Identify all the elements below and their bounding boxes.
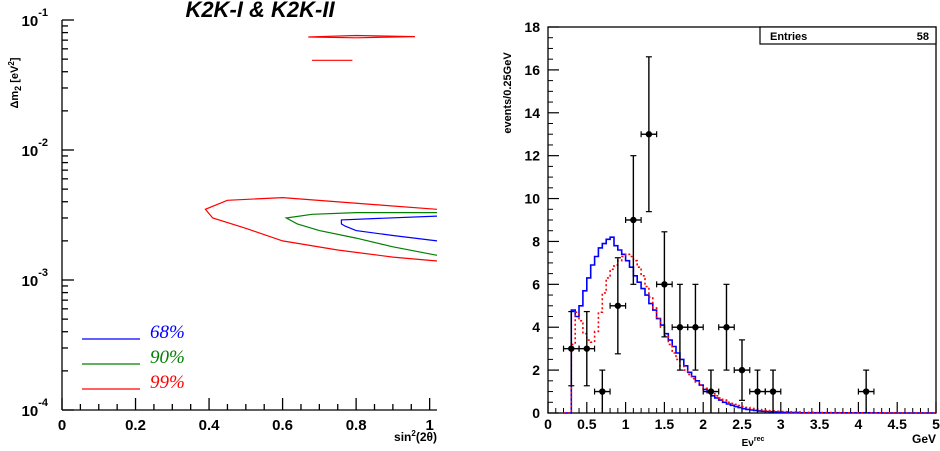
legend-label: 90%	[150, 347, 185, 368]
stats-box-value: 58	[917, 31, 929, 43]
y-tick-label: 18	[524, 19, 540, 35]
y-axis-label: events/0.25GeV	[502, 52, 514, 134]
y-tick-label: 8	[532, 233, 540, 249]
y-tick-label: 10	[524, 191, 540, 207]
data-point	[857, 369, 875, 413]
y-tick-label: 16	[524, 62, 540, 78]
contour-line-68pct	[340, 215, 438, 242]
x-tick-label: 2.5	[732, 416, 752, 432]
data-point	[609, 257, 627, 355]
y-axis-label-main: Δm	[9, 91, 21, 109]
data-point	[640, 56, 658, 213]
x-axis-unit: GeV	[912, 432, 936, 446]
stats-box-label: Entries	[770, 31, 807, 43]
histogram-lines	[563, 236, 936, 414]
data-point	[625, 155, 642, 285]
y-tick-label: 10-2	[22, 137, 48, 160]
contour-line-99pct	[308, 34, 415, 39]
y-tick-label: 10-4	[22, 397, 49, 420]
x-tick-label: 4.5	[887, 416, 907, 432]
x-axis-label: Eνrec	[742, 436, 765, 449]
x-tick-label: 1	[425, 417, 433, 434]
legend-label: 99%	[150, 372, 185, 393]
y-tick-label: 12	[524, 148, 540, 164]
data-point	[671, 283, 689, 371]
data-point	[702, 369, 720, 413]
histogram-chart: 0 0.5 1 1.5 2 2.5 3 3.5 4 4.5 5 0 2 4 6 8 10 12 14 16 18 Ent…	[502, 19, 940, 449]
stats-box-frame	[759, 26, 937, 45]
x-tick-label: 0.8	[346, 417, 367, 434]
chart-title: K2K-I & K2K-II	[185, 0, 335, 22]
plot-frame	[62, 20, 437, 410]
x-tick-label: 0.4	[199, 417, 221, 434]
x-tick-label: 3	[777, 416, 785, 432]
data-point	[593, 369, 611, 413]
x-axis-label-main: sin	[394, 430, 411, 444]
contour-curves	[204, 34, 438, 262]
x-axis-label-tail: (2θ)	[416, 430, 437, 444]
y-tick-label: 0	[532, 405, 540, 421]
x-tick-label: 0.2	[125, 417, 146, 434]
y-tick-label: 6	[532, 276, 540, 292]
stats-box: Entries 58	[759, 26, 937, 45]
x-tick-label: 2	[699, 416, 707, 432]
data-point	[687, 283, 704, 371]
y-tick-label: 10-1	[22, 7, 48, 30]
x-tick-marks: 0 0.2 0.4 0.6 0.8 1	[58, 398, 434, 434]
y-tick-label: 10-3	[22, 267, 48, 290]
tick-marks: 0 0.5 1 1.5 2 2.5 3 3.5 4 4.5 5 0 2 4 6 8 10 12 14 16 18	[524, 19, 940, 432]
y-tick-label: 4	[532, 319, 540, 335]
x-tick-label: 0.5	[577, 416, 597, 432]
y-tick-marks: 10-1 10-2 10-3 10-4	[22, 7, 74, 420]
y-axis-label-sup: 2	[7, 61, 16, 66]
contour-chart: K2K-I & K2K-II 0 0.2 0.4 0.6 0.8 1 10-110-210…	[7, 0, 438, 444]
data-point	[578, 310, 596, 387]
x-tick-label: 4	[855, 416, 863, 432]
histogram-red	[563, 253, 936, 414]
legend: 68% 90% 99%	[82, 322, 185, 393]
x-tick-label: 5	[932, 416, 940, 432]
y-axis-label: Δm2 [eV2]	[7, 57, 23, 108]
data-point	[749, 369, 766, 413]
data-point	[764, 369, 782, 413]
data-point	[562, 310, 580, 387]
x-tick-label: 0	[58, 417, 66, 434]
contour-line-90pct	[284, 212, 438, 256]
x-tick-label: 0.6	[272, 417, 293, 434]
contour-line-99pct	[204, 196, 438, 262]
y-axis-label-tail: [eV	[9, 65, 21, 86]
histogram-blue	[563, 236, 936, 414]
x-tick-label: 0	[544, 416, 552, 432]
y-tick-label: 14	[524, 105, 540, 121]
legend-label: 68%	[150, 322, 185, 343]
x-tick-label: 1.5	[655, 416, 675, 432]
y-tick-label: 2	[532, 362, 540, 378]
x-tick-label: 1	[622, 416, 630, 432]
data-point	[733, 339, 751, 401]
x-axis-label-sup: 2	[411, 429, 416, 438]
y-axis-label-close: ]	[9, 57, 21, 61]
x-tick-label: 3.5	[810, 416, 830, 432]
x-axis-label-sup: rec	[754, 436, 765, 443]
y-axis-label-sub: 2	[13, 86, 23, 91]
data-points	[562, 56, 875, 413]
data-point	[718, 283, 735, 371]
x-axis-label: sin2(2θ)	[394, 429, 437, 444]
data-point	[656, 231, 673, 338]
x-axis-label-main: Eν	[742, 438, 755, 449]
